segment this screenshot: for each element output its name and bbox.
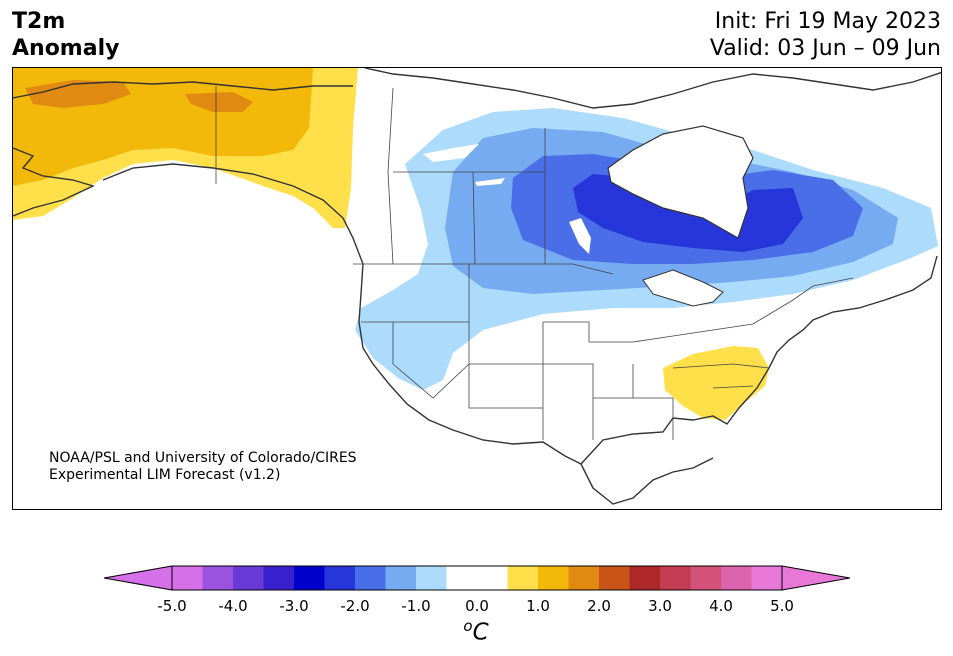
units-degree: o bbox=[463, 617, 473, 635]
colorbar-segment bbox=[477, 566, 508, 590]
southeast-warm bbox=[663, 346, 769, 420]
alaska-hot-1 bbox=[25, 80, 131, 108]
credit-text: NOAA/PSL and University of Colorado/CIRE… bbox=[49, 450, 357, 484]
colorbar-tick-label: 4.0 bbox=[709, 597, 733, 615]
forecast-dates: Init: Fri 19 May 2023 Valid: 03 Jun – 09… bbox=[710, 8, 941, 62]
colorbar-tick-label: -4.0 bbox=[218, 597, 248, 615]
map-canvas bbox=[13, 68, 941, 505]
valid-range: Valid: 03 Jun – 09 Jun bbox=[709, 36, 941, 61]
colorbar-segment bbox=[568, 566, 600, 590]
colorbar-under-arrow bbox=[104, 565, 173, 591]
colorbar-tick-label: 2.0 bbox=[587, 597, 611, 615]
units-celsius: C bbox=[472, 619, 489, 646]
hudson-bay bbox=[607, 125, 754, 239]
colorbar-segment bbox=[751, 566, 783, 590]
political-boundaries bbox=[215, 86, 854, 440]
colorbar-tick-label: 1.0 bbox=[526, 597, 550, 615]
colorbar-segment bbox=[324, 566, 356, 590]
colorbar-segment bbox=[233, 566, 264, 590]
colorbar-frame bbox=[171, 565, 783, 591]
map-title: T2m Anomaly bbox=[12, 8, 119, 62]
colorbar-segment bbox=[355, 566, 386, 590]
anomaly-map bbox=[12, 67, 942, 510]
colorbar-segment bbox=[721, 566, 752, 590]
colorbar-segment bbox=[202, 566, 234, 590]
colorbar-tick-label: -2.0 bbox=[340, 597, 370, 615]
colorbar-segment bbox=[660, 566, 691, 590]
colorbar-tick-label: 0.0 bbox=[465, 597, 489, 615]
great-lakes bbox=[642, 269, 724, 307]
colorbar-segment bbox=[263, 566, 295, 590]
colorbar-segment bbox=[416, 566, 447, 590]
colorbar-segment bbox=[385, 566, 417, 590]
title-variable: T2m bbox=[12, 9, 66, 34]
colorbar-over-arrow bbox=[781, 565, 850, 591]
colorbar-tick-label: -3.0 bbox=[279, 597, 309, 615]
lake-athabasca bbox=[475, 178, 505, 186]
colorbar-tick-label: -1.0 bbox=[401, 597, 431, 615]
colorbar-segment bbox=[172, 566, 203, 590]
alaska-hot-2 bbox=[185, 92, 253, 112]
colorbar-segment bbox=[446, 566, 478, 590]
credit-line-1: NOAA/PSL and University of Colorado/CIRE… bbox=[49, 450, 357, 466]
colorbar-tick-label: -5.0 bbox=[157, 597, 187, 615]
colorbar bbox=[104, 565, 850, 591]
colorbar-segment bbox=[507, 566, 539, 590]
credit-line-2: Experimental LIM Forecast (v1.2) bbox=[49, 467, 281, 483]
lake-winnipeg bbox=[569, 218, 591, 254]
colorbar-units: oC bbox=[463, 617, 488, 646]
coastlines bbox=[13, 68, 941, 505]
colorbar-segment bbox=[599, 566, 630, 590]
init-date: Init: Fri 19 May 2023 bbox=[714, 9, 941, 34]
colorbar-tick-label: 3.0 bbox=[648, 597, 672, 615]
colorbar-segment bbox=[690, 566, 722, 590]
colorbar-segment bbox=[538, 566, 569, 590]
colorbar-segment bbox=[629, 566, 661, 590]
title-anomaly: Anomaly bbox=[12, 36, 120, 61]
great-bear-lake bbox=[423, 144, 479, 162]
colorbar-tick-label: 5.0 bbox=[770, 597, 794, 615]
colorbar-segment bbox=[294, 566, 325, 590]
